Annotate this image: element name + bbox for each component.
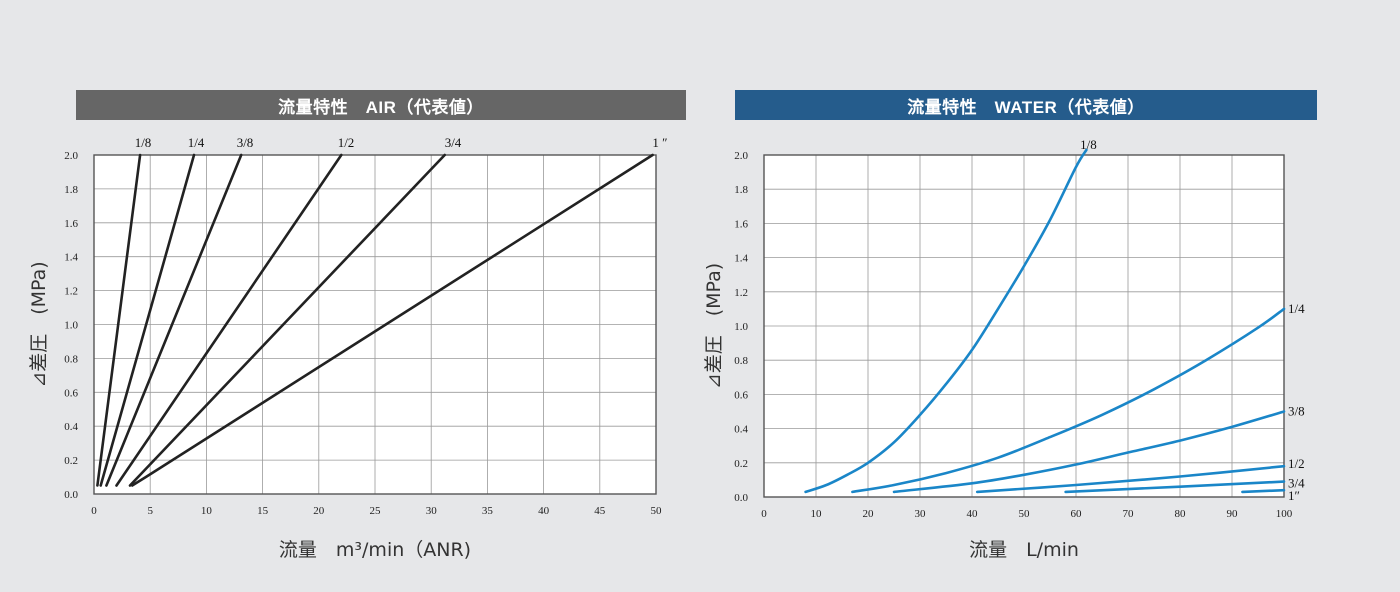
water-series-line-1-4 <box>851 307 1286 494</box>
air-x-tick-label: 40 <box>538 505 550 517</box>
water-plot-frame <box>763 154 1285 498</box>
air-series-line-3-4 <box>128 153 446 487</box>
air-chart-title: 流量特性 AIR（代表値） <box>76 90 686 120</box>
air-y-tick-label: 0.0 <box>64 489 78 501</box>
water-series-line-1-8 <box>804 148 1088 494</box>
water-y-tick-label: 0.6 <box>734 389 748 401</box>
air-y-tick-label: 0.4 <box>64 421 78 433</box>
water-y-tick-label: 0.2 <box>734 458 748 470</box>
air-x-tick-label: 10 <box>201 505 213 517</box>
air-x-tick-label: 5 <box>147 505 153 517</box>
air-series-line-3-8 <box>105 153 243 487</box>
air-x-tick-label: 25 <box>370 505 382 517</box>
air-x-tick-label: 0 <box>91 505 97 517</box>
water-series-line-1- <box>1241 488 1286 494</box>
water-series-label: 3/4 <box>1288 476 1305 491</box>
water-series-line-3-8 <box>892 410 1286 494</box>
air-x-tick-label: 50 <box>651 505 663 517</box>
air-x-tick-label: 35 <box>482 505 494 517</box>
air-y-tick-label: 1.8 <box>64 184 78 196</box>
water-x-tick-label: 50 <box>1019 508 1031 520</box>
water-x-tick-label: 40 <box>967 508 979 520</box>
air-y-tick-label: 1.6 <box>64 218 78 230</box>
water-x-tick-label: 90 <box>1227 508 1239 520</box>
air-x-axis-title: 流量 m³/min（ANR) <box>279 539 471 561</box>
water-series-line-3-4 <box>1064 480 1286 494</box>
air-plot-frame <box>93 154 657 495</box>
water-x-tick-label: 10 <box>811 508 823 520</box>
air-series-line-1-8 <box>96 153 142 487</box>
water-series-label: 1/2 <box>1288 456 1305 471</box>
air-chart: 0 5 10 15 20 25 30 35 40 45 50 0.0 0.2 0.4 0.6 0.8 1.0 1.… <box>28 135 668 561</box>
air-x-tick-label: 45 <box>594 505 606 517</box>
air-y-tick-label: 0.2 <box>64 455 78 467</box>
water-x-tick-label: 80 <box>1175 508 1187 520</box>
water-y-tick-label: 1.4 <box>734 253 748 265</box>
air-y-tick-label: 1.0 <box>64 320 78 332</box>
water-y-axis-title: ⊿差圧 (MPa) <box>703 263 725 389</box>
water-x-tick-label: 20 <box>863 508 875 520</box>
air-series-label: 3/4 <box>445 135 462 150</box>
air-y-axis-title: ⊿差圧 (MPa) <box>28 261 50 387</box>
air-series-line-1-2 <box>115 153 343 487</box>
water-chart: 0 10 20 30 40 50 60 70 80 90 100 0.0 0.2 0.4 0.6 0.8 1.0… <box>703 137 1305 561</box>
water-y-tick-label: 1.6 <box>734 218 748 230</box>
water-x-tick-label: 100 <box>1276 508 1293 520</box>
water-series-line-1-2 <box>975 464 1286 494</box>
water-series-label: 1″ <box>1288 488 1300 503</box>
air-series-label: 1/4 <box>188 135 205 150</box>
air-x-tick-label: 15 <box>257 505 269 517</box>
water-y-tick-label: 1.8 <box>734 184 748 196</box>
water-x-tick-label: 0 <box>761 508 767 520</box>
water-chart-title: 流量特性 WATER（代表値） <box>735 90 1317 120</box>
air-series-label: 3/8 <box>237 135 254 150</box>
water-y-tick-label: 1.2 <box>734 287 748 299</box>
air-series-label: 1/2 <box>338 135 355 150</box>
air-series-line-1-4 <box>99 153 196 487</box>
water-y-tick-label: 1.0 <box>734 321 748 333</box>
water-series-label: 3/8 <box>1288 404 1305 419</box>
water-y-tick-label: 2.0 <box>734 150 748 162</box>
water-x-tick-label: 60 <box>1071 508 1083 520</box>
water-y-tick-label: 0.0 <box>734 492 748 504</box>
air-y-tick-label: 0.6 <box>64 387 78 399</box>
water-series-label: 1/8 <box>1080 137 1097 152</box>
air-y-tick-label: 1.2 <box>64 286 78 298</box>
air-x-tick-label: 30 <box>426 505 438 517</box>
air-y-tick-label: 1.4 <box>64 252 78 264</box>
water-y-tick-label: 0.8 <box>734 355 748 367</box>
air-series-label: 1 ″ <box>652 135 667 150</box>
air-x-tick-label: 20 <box>313 505 325 517</box>
water-x-tick-label: 70 <box>1123 508 1135 520</box>
air-series-line-1-- <box>130 153 654 487</box>
water-series-label: 1/4 <box>1288 301 1305 316</box>
air-y-tick-label: 2.0 <box>64 150 78 162</box>
water-x-tick-label: 30 <box>915 508 927 520</box>
air-y-tick-label: 0.8 <box>64 353 78 365</box>
water-y-tick-label: 0.4 <box>734 424 748 436</box>
water-x-axis-title: 流量 L/min <box>969 539 1079 561</box>
air-series-label: 1/8 <box>135 135 152 150</box>
